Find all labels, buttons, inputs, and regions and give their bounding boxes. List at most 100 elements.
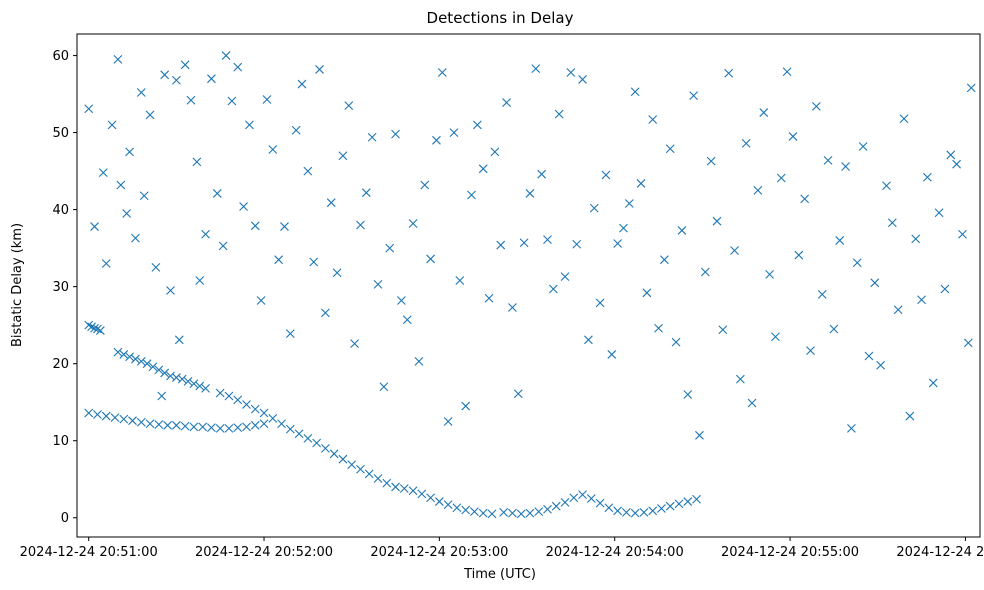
- data-point: [125, 352, 134, 362]
- data-point: [174, 335, 184, 345]
- data-point: [887, 218, 897, 228]
- data-point: [659, 255, 669, 265]
- data-point: [426, 254, 435, 264]
- data-point: [160, 368, 170, 378]
- data-point: [619, 223, 628, 233]
- data-point: [332, 268, 342, 278]
- data-point: [870, 278, 880, 288]
- data-point: [344, 101, 354, 111]
- data-point: [782, 67, 792, 77]
- data-point: [467, 190, 476, 200]
- data-point: [537, 169, 547, 179]
- data-point: [776, 173, 786, 183]
- data-point: [297, 79, 307, 89]
- data-point: [560, 272, 570, 282]
- data-point: [303, 166, 313, 176]
- data-point: [391, 129, 400, 139]
- data-point: [163, 420, 172, 430]
- data-point: [268, 145, 278, 154]
- data-point: [119, 414, 129, 424]
- data-point: [642, 288, 652, 298]
- data-point: [718, 325, 728, 335]
- data-point: [180, 60, 190, 70]
- x-tick-label: 2024-12-24 20:52:00: [195, 545, 333, 560]
- data-point: [630, 508, 640, 518]
- data-point: [788, 132, 798, 141]
- data-point: [131, 354, 140, 364]
- data-point: [350, 339, 360, 349]
- data-point: [841, 162, 850, 171]
- data-point: [101, 259, 111, 268]
- data-point: [321, 308, 330, 318]
- y-tick-label: 40: [52, 203, 69, 218]
- data-point: [966, 83, 976, 93]
- data-point: [285, 329, 295, 339]
- data-point: [101, 411, 111, 421]
- data-point: [677, 226, 687, 235]
- data-point: [455, 276, 465, 285]
- data-point: [110, 413, 120, 422]
- data-point: [379, 382, 389, 392]
- data-point: [735, 374, 745, 384]
- data-point: [136, 356, 146, 366]
- data-point: [361, 188, 371, 198]
- data-point: [636, 179, 646, 188]
- data-point: [274, 255, 284, 265]
- data-point: [171, 420, 181, 430]
- data-point: [648, 506, 658, 516]
- data-point: [408, 219, 418, 228]
- data-point: [95, 326, 105, 335]
- plot-area: [84, 51, 976, 519]
- data-point: [113, 55, 123, 64]
- data-point: [695, 430, 704, 440]
- data-point: [391, 482, 400, 492]
- data-point: [171, 373, 181, 382]
- data-point: [93, 410, 102, 419]
- data-point: [207, 423, 216, 433]
- y-axis-label: Bistatic Delay (km): [10, 223, 25, 347]
- data-point: [823, 155, 833, 165]
- data-point: [250, 420, 260, 430]
- data-point: [624, 199, 634, 208]
- data-point: [683, 497, 693, 506]
- data-point: [417, 489, 427, 499]
- data-point: [309, 257, 319, 267]
- data-point: [671, 337, 681, 347]
- data-point: [84, 320, 94, 330]
- data-point: [443, 417, 453, 426]
- y-tick-label: 20: [52, 357, 69, 372]
- data-point: [329, 449, 339, 459]
- data-point: [116, 180, 126, 190]
- data-point: [145, 419, 155, 429]
- data-point: [578, 490, 587, 500]
- data-point: [899, 114, 909, 124]
- data-point: [148, 362, 158, 372]
- data-point: [665, 501, 675, 511]
- data-point: [952, 159, 962, 169]
- data-point: [934, 208, 944, 218]
- data-point: [212, 189, 222, 198]
- data-point: [578, 75, 587, 84]
- x-tick-label: 2024-12-24 20:56:00: [896, 545, 984, 560]
- data-point: [385, 243, 395, 253]
- data-point: [180, 421, 190, 431]
- data-point: [800, 194, 810, 204]
- data-point: [171, 75, 181, 85]
- data-point: [472, 120, 482, 130]
- data-point: [259, 419, 269, 429]
- data-point: [569, 493, 579, 503]
- data-point: [794, 250, 804, 260]
- data-point: [183, 377, 193, 386]
- data-point: [356, 220, 365, 230]
- data-point: [233, 395, 243, 405]
- data-point: [487, 509, 497, 519]
- data-point: [90, 222, 99, 231]
- data-point: [432, 135, 441, 145]
- data-point: [338, 454, 348, 464]
- data-point: [519, 238, 529, 248]
- data-point: [142, 359, 152, 369]
- data-point: [414, 356, 424, 366]
- x-tick-label: 2024-12-24 20:55:00: [721, 545, 859, 560]
- data-point: [154, 365, 164, 375]
- data-point: [224, 424, 234, 433]
